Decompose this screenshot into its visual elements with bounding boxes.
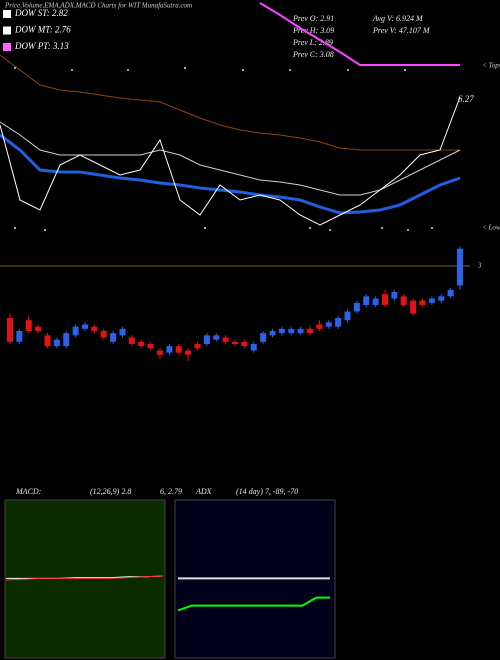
series-line: [259, 2, 460, 66]
adx-params: (14 day) 7, -89, -70: [236, 487, 298, 496]
candle-body: [260, 333, 267, 342]
marker-dot: [407, 229, 409, 231]
candle-body: [175, 346, 182, 353]
marker-dot: [204, 227, 206, 229]
info-text: Prev O: 2.91: [292, 14, 334, 23]
y-tick-label: 3: [477, 262, 482, 270]
macd-params: (12,26,9) 2.8: [90, 487, 131, 496]
candle-body: [110, 333, 117, 342]
candle-body: [16, 331, 23, 342]
marker-dot: [289, 69, 291, 71]
marker-dot: [381, 227, 383, 229]
candle-body: [147, 344, 154, 349]
candle-body: [250, 344, 257, 351]
candle-body: [316, 324, 323, 329]
candle-body: [288, 328, 295, 334]
candle-body: [428, 298, 435, 303]
candle-body: [194, 344, 201, 349]
candle-body: [438, 296, 445, 301]
marker-dot: [404, 69, 406, 71]
info-text: Prev C: 3.08: [292, 50, 334, 59]
legend-swatch: [3, 43, 11, 51]
marker-dot: [309, 227, 311, 229]
candle-body: [269, 331, 276, 336]
info-text: Prev H: 3.09: [292, 26, 334, 35]
candle-body: [166, 346, 173, 353]
lows-label: < Lows: [482, 224, 500, 232]
adx-label: ADX: [195, 487, 213, 496]
candle-body: [335, 318, 342, 327]
marker-dot: [347, 69, 349, 71]
candle-body: [138, 341, 145, 347]
candle-body: [157, 350, 163, 355]
candle-body: [213, 335, 220, 340]
marker-dot: [242, 69, 244, 71]
page-title: Price,Volume,EMA,ADX,MACD Charts for WIT…: [4, 2, 192, 10]
legend-label: DOW ST: 2.82: [14, 8, 68, 18]
candle-body: [232, 341, 238, 344]
candle-body: [128, 337, 135, 344]
info-text: Prev V: 47.107 M: [372, 26, 431, 35]
candle-body: [63, 333, 70, 347]
marker-dot: [431, 227, 433, 229]
series-line: [0, 121, 461, 196]
legend-label: DOW MT: 2.76: [14, 25, 71, 35]
candle-body: [185, 350, 192, 355]
info-text: Prev L: 2.89: [292, 38, 333, 47]
series-line: [0, 54, 460, 151]
series-line: [0, 133, 461, 215]
candle-body: [297, 328, 304, 334]
legend: DOW ST: 2.82 DOW MT: 2.76 DOW PT: 3.13: [3, 8, 71, 51]
marker-dot: [329, 229, 331, 231]
candle-body: [419, 300, 426, 305]
candle-body: [400, 296, 407, 305]
candle-body: [7, 318, 13, 342]
candle-body: [410, 300, 417, 314]
candle-body: [363, 296, 370, 305]
candle-body: [278, 328, 285, 334]
candle-body: [353, 302, 360, 312]
candle-body: [307, 328, 313, 334]
candle-body: [391, 292, 398, 299]
candle-body: [91, 326, 98, 331]
candle-body: [119, 328, 126, 336]
candle-body: [100, 331, 107, 338]
series-line: [177, 596, 330, 612]
macd-label: MACD:: [15, 487, 42, 496]
marker-dot: [14, 67, 16, 69]
candle-body: [241, 341, 248, 347]
marker-dot: [14, 227, 16, 229]
marker-dot: [127, 69, 129, 71]
candle-body: [447, 289, 454, 297]
info-text: Avg V: 6.924 M: [372, 14, 424, 23]
candle-body: [344, 311, 351, 321]
marker-dot: [71, 69, 73, 71]
series-line: [5, 575, 164, 581]
tops-label: < Tops: [482, 62, 500, 70]
last-price-label: 6.27: [458, 94, 474, 104]
candle-body: [53, 339, 60, 347]
legend-label: DOW PT: 3.13: [14, 41, 69, 51]
legend-swatch: [3, 10, 11, 18]
candle-body: [222, 337, 229, 342]
candle-body: [457, 248, 463, 286]
candle-body: [25, 320, 32, 331]
series-line: [0, 96, 461, 226]
marker-dot: [184, 67, 186, 69]
marker-dots: [14, 67, 433, 231]
candle-body: [82, 324, 88, 329]
candle-body: [35, 326, 42, 331]
candle-body: [72, 326, 79, 336]
candle-body: [325, 322, 332, 327]
macd-values: 6, 2.79: [160, 487, 182, 496]
candle-body: [203, 335, 210, 344]
candle-body: [382, 294, 388, 305]
legend-swatch: [3, 26, 11, 35]
candle-body: [44, 335, 51, 347]
candle-body: [372, 298, 379, 305]
marker-dot: [44, 229, 46, 231]
